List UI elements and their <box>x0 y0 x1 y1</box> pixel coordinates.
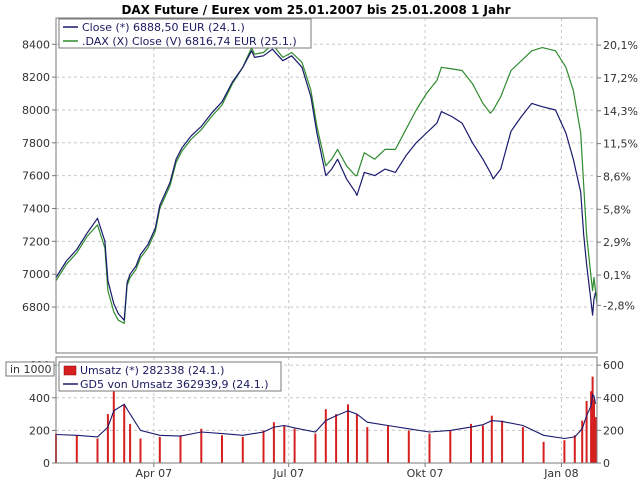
chart-title: DAX Future / Eurex vom 25.01.2007 bis 25… <box>121 3 510 17</box>
volume-gd5-line <box>55 393 597 440</box>
volume-bar <box>129 423 132 463</box>
legend-umsatz-label: Umsatz (*) 282338 (24.1.) <box>80 364 224 377</box>
volume-tick-label: 0 <box>43 457 50 470</box>
volume-bar <box>314 433 317 463</box>
volume-legend: Umsatz (*) 282338 (24.1.) GD5 von Umsatz… <box>58 361 282 392</box>
volume-unit-box <box>5 361 55 377</box>
volume-bar <box>594 417 597 463</box>
volume-right-tick-label: 600 <box>603 359 624 372</box>
volume-bar <box>96 438 99 463</box>
percent-tick-label: 8,6% <box>603 170 631 183</box>
volume-unit-label: in 1000 <box>10 363 52 376</box>
price-tick-label: 8400 <box>22 38 50 51</box>
volume-bar <box>283 425 286 463</box>
volume-bar <box>123 404 126 463</box>
percent-tick-label: 17,2% <box>603 72 638 85</box>
price-legend-box <box>58 18 312 49</box>
percent-tick-label: 2,9% <box>603 236 631 249</box>
price-tick-label: 7000 <box>22 268 50 281</box>
price-left-axis: 6800 7000 7200 7400 7600 7800 8000 8200 8400 <box>22 38 56 314</box>
legend-umsatz-swatch <box>63 365 77 376</box>
volume-bar <box>347 404 349 463</box>
volume-bar <box>139 438 142 463</box>
legend-close-label: Close (*) 6888,50 EUR (24.1.) <box>82 21 245 34</box>
date-tick-label: Jul 07 <box>272 467 304 480</box>
price-legend: Close (*) 6888,50 EUR (24.1.) .DAX (X) C… <box>58 18 312 49</box>
volume-bar <box>591 376 594 463</box>
volume-bar <box>158 436 161 463</box>
date-tick-label: Okt 07 <box>407 467 444 480</box>
date-tick-label: Apr 07 <box>136 467 173 480</box>
volume-bar <box>581 420 584 463</box>
volume-right-tick-label: 400 <box>603 392 624 405</box>
volume-bar <box>179 435 182 463</box>
price-tick-label: 8000 <box>22 104 50 117</box>
price-tick-label: 7400 <box>22 202 50 215</box>
percent-tick-label: 5,8% <box>603 203 631 216</box>
price-tick-label: 7800 <box>22 137 50 150</box>
percent-tick-label: 14,3% <box>603 105 638 118</box>
volume-bar <box>324 409 327 463</box>
volume-bar <box>470 423 472 463</box>
volume-bar <box>241 436 244 463</box>
volume-bar <box>542 441 545 463</box>
legend-dax-label: .DAX (X) Close (V) 6816,74 EUR (25.1.) <box>82 35 297 48</box>
volume-bar <box>355 414 358 463</box>
date-tick-label: Jan 08 <box>543 467 578 480</box>
date-axis: Apr 07 Jul 07 Okt 07 Jan 08 <box>136 463 579 480</box>
volume-bar <box>200 428 203 463</box>
volume-bar <box>481 425 484 463</box>
volume-right-tick-label: 200 <box>603 424 624 437</box>
volume-bar <box>262 430 265 463</box>
volume-bar <box>449 430 452 463</box>
gd5-series-line <box>55 393 597 440</box>
volume-bar <box>573 435 576 463</box>
volume-tick-label: 200 <box>29 424 50 437</box>
volume-bar <box>335 414 338 463</box>
price-plot-frame <box>55 17 598 354</box>
volume-bar <box>75 435 78 463</box>
percent-tick-label: 11,5% <box>603 138 638 151</box>
price-tick-label: 7200 <box>22 235 50 248</box>
volume-legend-box <box>58 361 282 392</box>
volume-right-tick-label: 0 <box>603 457 610 470</box>
price-tick-label: 8200 <box>22 71 50 84</box>
volume-bar <box>106 414 109 463</box>
percent-tick-label: -2,8% <box>603 299 635 312</box>
volume-bar <box>293 428 296 463</box>
volume-bar <box>221 435 223 463</box>
volume-bar <box>387 425 389 463</box>
price-right-axis: -2,8% 0,1% 2,9% 5,8% 8,6% 11,5% 14,3% 17,2% 20,1… <box>597 39 638 312</box>
volume-bar <box>428 433 431 463</box>
volume-right-axis: 0 200 400 600 <box>597 359 624 470</box>
dax-series-line <box>55 43 598 324</box>
volume-bar <box>593 399 595 463</box>
volume-bar <box>407 430 410 463</box>
volume-bars <box>55 376 597 463</box>
volume-bar <box>501 420 504 463</box>
close-series-line <box>55 48 597 321</box>
price-tick-label: 7600 <box>22 170 50 183</box>
volume-bar <box>112 388 115 463</box>
volume-bar <box>585 401 588 463</box>
percent-tick-label: 0,1% <box>603 269 631 282</box>
legend-gd5-label: GD5 von Umsatz 362939,9 (24.1.) <box>80 378 269 391</box>
volume-bar <box>563 440 566 463</box>
volume-bar <box>366 427 369 463</box>
volume-bar <box>490 415 493 463</box>
volume-plot-frame <box>55 356 598 464</box>
price-lines <box>55 43 598 324</box>
volume-bar <box>521 427 524 463</box>
volume-tick-label: 400 <box>29 392 50 405</box>
volume-bar <box>272 422 275 463</box>
percent-tick-label: 20,1% <box>603 39 638 52</box>
price-tick-label: 6800 <box>22 301 50 314</box>
volume-bar <box>590 391 593 463</box>
